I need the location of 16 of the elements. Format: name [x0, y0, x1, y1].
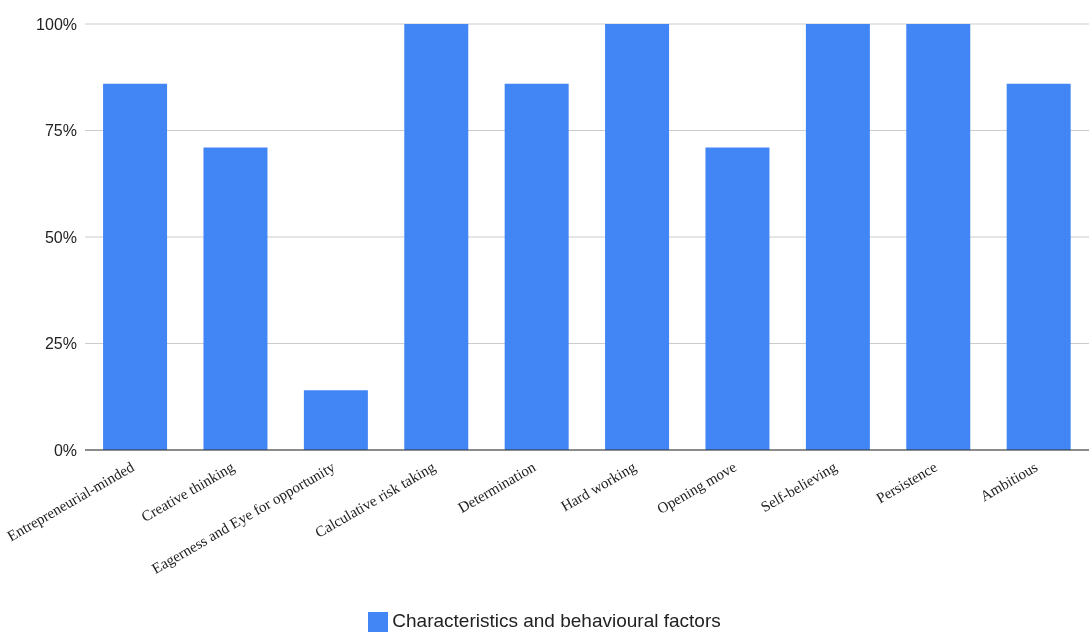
y-tick-label: 75%: [44, 122, 77, 140]
bar: [504, 83, 569, 450]
bar: [705, 147, 770, 450]
bar: [906, 24, 971, 450]
bar: [805, 24, 870, 450]
legend-label: Characteristics and behavioural factors: [392, 610, 721, 631]
bar: [404, 24, 469, 450]
bar: [605, 24, 670, 450]
y-tick-label: 0%: [53, 441, 77, 459]
bar: [303, 390, 368, 450]
y-tick-label: 25%: [44, 335, 77, 353]
bar: [103, 83, 168, 450]
bar: [1006, 83, 1071, 450]
bar: [203, 147, 268, 450]
y-tick-label: 50%: [44, 228, 77, 246]
y-tick-label: 100%: [36, 15, 77, 33]
